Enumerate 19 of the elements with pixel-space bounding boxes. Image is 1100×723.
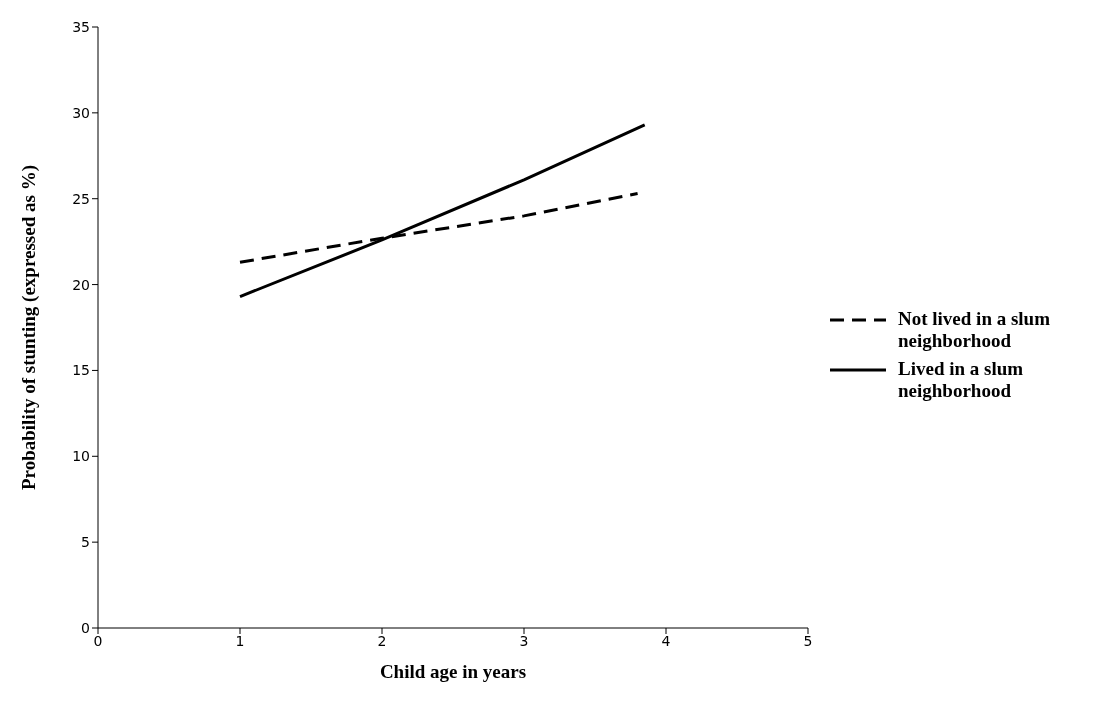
y-tick-label: 0 (81, 619, 90, 636)
y-axis-title: Probability of stunting (expressed as %) (17, 165, 40, 490)
x-tick-label: 1 (235, 632, 245, 649)
legend-label: Lived in a slum neighborhood (898, 358, 1025, 402)
y-tick-label: 10 (72, 448, 90, 465)
legend-label: Not lived in a slum neighborhood (898, 308, 1052, 352)
x-tick-label: 5 (803, 632, 813, 649)
line-series (238, 123, 647, 299)
y-tick-label: 30 (72, 104, 90, 121)
y-tick-label: 15 (72, 362, 90, 379)
x-tick-label: 3 (519, 632, 529, 649)
x-axis-title: Child age in years (379, 661, 527, 682)
x-tick-label: 4 (661, 632, 671, 649)
x-tick-label: 0 (93, 632, 103, 649)
y-tick-label: 25 (72, 190, 90, 207)
y-tick-label: 5 (81, 534, 90, 551)
x-tick-label: 2 (377, 632, 387, 649)
y-tick-label: 20 (72, 276, 90, 293)
y-tick-label: 35 (72, 18, 90, 35)
